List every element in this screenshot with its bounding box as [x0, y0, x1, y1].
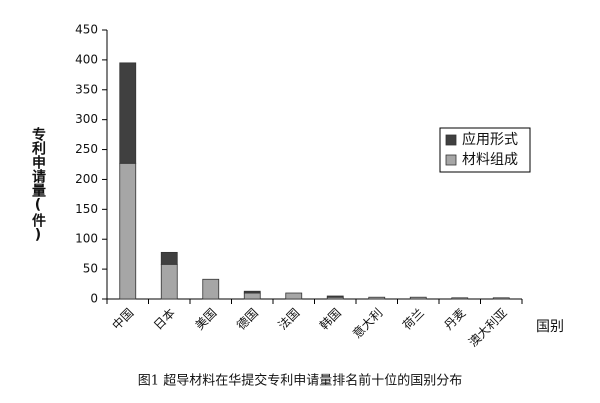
y-tick-label: 200 — [75, 172, 98, 186]
caption: 图1 超导材料在华提交专利申请量排名前十位的国别分布 — [138, 373, 462, 389]
y-tick-label: 150 — [75, 202, 98, 216]
x-tick-label: 德国 — [233, 305, 261, 333]
x-tick-label: 中国 — [109, 305, 137, 333]
x-tick-label: 荷兰 — [400, 306, 427, 333]
bar-segment — [119, 62, 137, 164]
bar-segment — [160, 263, 178, 300]
bar-segment — [160, 251, 178, 265]
x-tick-label: 丹麦 — [441, 306, 468, 333]
bar-segment — [202, 278, 220, 300]
y-tick-label: 50 — [83, 262, 98, 276]
x-axis-label: 国别 — [536, 319, 564, 335]
y-tick-label: 350 — [75, 82, 98, 96]
x-tick-label: 日本 — [151, 306, 178, 333]
y-tick-label: 100 — [75, 232, 98, 246]
bar-segment — [119, 162, 137, 300]
bar-segment — [492, 297, 510, 300]
bar-segment — [243, 292, 261, 300]
y-tick-label: 250 — [75, 142, 98, 156]
legend-swatch — [445, 154, 457, 166]
bar-segment — [451, 297, 469, 300]
bar-segment — [368, 296, 386, 300]
legend-label: 材料组成 — [462, 152, 518, 168]
bar-segment — [326, 295, 344, 298]
bar-segment — [409, 296, 427, 300]
x-tick-label: 意大利 — [349, 305, 385, 341]
y-tick-label: 400 — [75, 52, 98, 66]
bar-segment — [285, 292, 303, 300]
x-tick-label: 澳大利亚 — [466, 306, 510, 350]
y-tick-label: 300 — [75, 112, 98, 126]
legend-swatch — [445, 134, 457, 146]
legend-label: 应用形式 — [462, 131, 518, 148]
y-axis-label: 专利申请量(件) — [30, 126, 46, 243]
x-tick-label: 美国 — [192, 306, 219, 333]
y-tick-label: 450 — [75, 23, 98, 37]
x-tick-label: 韩国 — [316, 305, 344, 333]
bar-segment — [243, 290, 261, 294]
x-tick-label: 法国 — [275, 306, 302, 333]
y-tick-label: 0 — [90, 292, 98, 306]
